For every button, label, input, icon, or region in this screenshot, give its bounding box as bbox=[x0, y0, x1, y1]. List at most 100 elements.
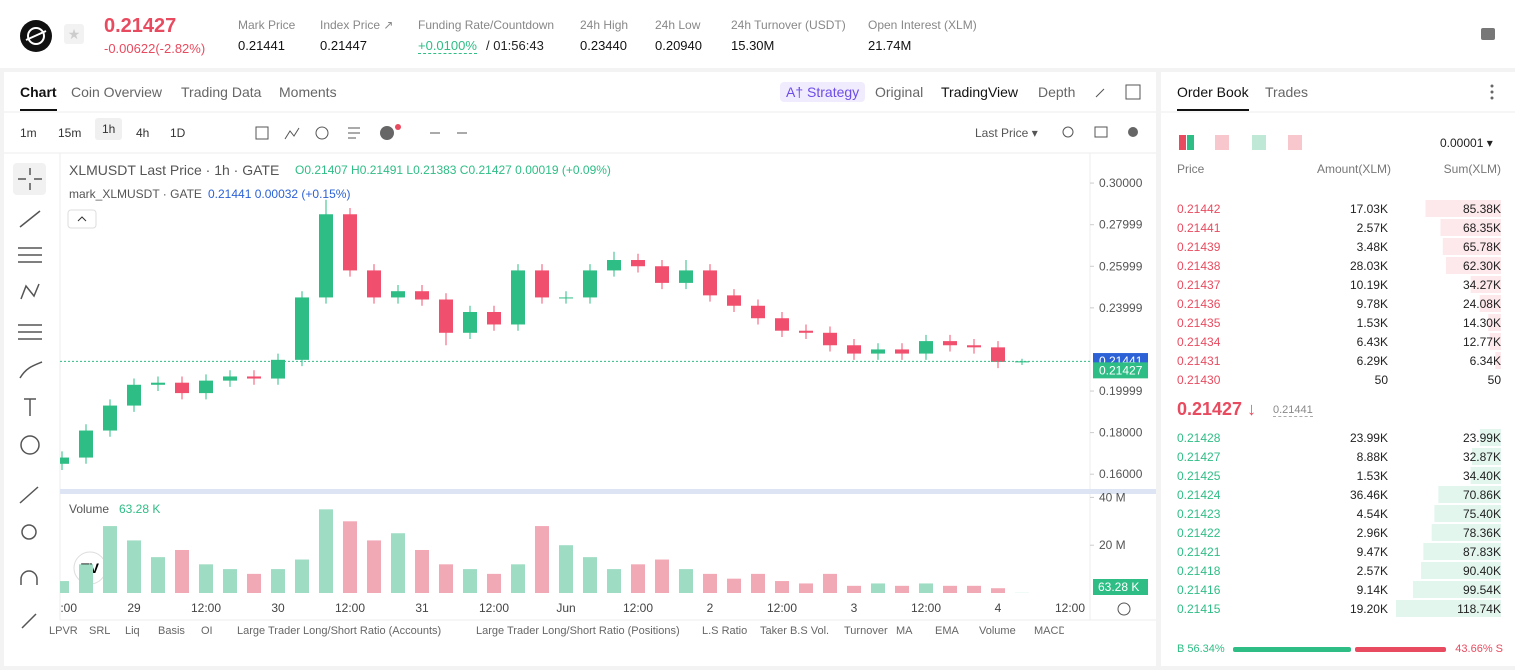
book-price: 0.21422 bbox=[1177, 526, 1221, 540]
col-head: Amount(XLM) bbox=[1316, 162, 1391, 176]
indicator[interactable]: MACD bbox=[1034, 625, 1064, 637]
volume-bar bbox=[391, 533, 405, 593]
buy-ratio-bar bbox=[1233, 647, 1352, 652]
depth-bar bbox=[1489, 333, 1501, 350]
candle-body bbox=[199, 380, 213, 394]
drawing-tools bbox=[13, 163, 46, 629]
volume-label: Volume bbox=[69, 502, 110, 516]
view-tab[interactable]: Depth bbox=[1038, 84, 1076, 100]
book-price: 0.21441 bbox=[1177, 221, 1221, 235]
depth-bar bbox=[1421, 562, 1501, 579]
candle-body bbox=[631, 260, 645, 267]
indicator[interactable]: Taker B.S Vol. bbox=[760, 625, 830, 637]
book-amount: 9.47K bbox=[1356, 545, 1388, 559]
volume-bar bbox=[823, 573, 837, 593]
book-price: 0.21425 bbox=[1177, 469, 1221, 483]
chart-tab[interactable]: Coin Overview bbox=[71, 84, 163, 100]
stat-value: 0.20940 bbox=[655, 38, 702, 53]
x-tick-label: Jun bbox=[556, 601, 575, 615]
x-tick-label: 12:00 bbox=[479, 601, 509, 615]
indicator[interactable]: Large Trader Long/Short Ratio (Accounts) bbox=[237, 625, 442, 637]
volume-bar bbox=[775, 581, 789, 593]
book-sum: 62.30K bbox=[1462, 259, 1501, 273]
favorite[interactable]: ★ bbox=[64, 24, 84, 44]
volume-bar bbox=[919, 583, 933, 593]
stat-extra: / 01:56:43 bbox=[486, 38, 544, 53]
candle-body bbox=[943, 341, 957, 346]
stat-value: 0.21447 bbox=[320, 38, 367, 53]
candle-body bbox=[439, 299, 453, 333]
chart-tab[interactable]: Trading Data bbox=[181, 84, 262, 100]
volume-bar bbox=[295, 559, 309, 593]
candle-body bbox=[463, 311, 477, 333]
indicator[interactable]: OI bbox=[201, 625, 213, 637]
book-amount: 9.78K bbox=[1356, 297, 1388, 311]
chart-tab[interactable]: Chart bbox=[20, 84, 57, 111]
book-amount: 50 bbox=[1374, 373, 1388, 387]
book-amount: 6.43K bbox=[1356, 335, 1388, 349]
book-sum: 78.36K bbox=[1462, 526, 1501, 540]
mid-mark: 0.21441 bbox=[1273, 404, 1313, 417]
book-price: 0.21437 bbox=[1177, 278, 1221, 292]
volume-bar bbox=[943, 585, 957, 593]
book-price: 0.21421 bbox=[1177, 545, 1221, 559]
candle-body bbox=[823, 332, 837, 346]
view-tab[interactable]: TradingView bbox=[941, 84, 1019, 100]
stat-value: 21.74M bbox=[868, 38, 912, 53]
y-tick-label: 0.16000 bbox=[1099, 467, 1143, 481]
candle-body bbox=[727, 295, 741, 306]
last-price-tag-text: 0.21427 bbox=[1099, 363, 1143, 377]
book-sum: 50 bbox=[1487, 373, 1501, 387]
indicator[interactable]: Volume bbox=[979, 625, 1016, 637]
book-sum: 85.38K bbox=[1462, 202, 1501, 216]
view-tab[interactable]: A† Strategy bbox=[780, 82, 866, 102]
depth-bar bbox=[1431, 524, 1501, 541]
indicator[interactable]: EMA bbox=[935, 625, 959, 637]
stat-label: Mark Price bbox=[238, 18, 296, 32]
interval[interactable]: 15m bbox=[58, 126, 82, 140]
interval[interactable]: 1h bbox=[95, 118, 123, 140]
indicator[interactable]: Large Trader Long/Short Ratio (Positions… bbox=[476, 625, 680, 637]
book-price: 0.21431 bbox=[1177, 354, 1221, 368]
volume-bar bbox=[535, 526, 549, 593]
indicator[interactable]: SRL bbox=[89, 625, 111, 637]
price-source[interactable]: Last Price ▾ bbox=[975, 126, 1038, 140]
indicator[interactable]: Liq bbox=[125, 625, 140, 637]
x-tick-label: 30 bbox=[271, 601, 285, 615]
interval[interactable]: 4h bbox=[136, 126, 150, 140]
chart-tab[interactable]: Moments bbox=[279, 84, 337, 100]
collapse-legend[interactable] bbox=[67, 209, 97, 229]
depth-bar bbox=[1438, 486, 1501, 503]
book-price: 0.21439 bbox=[1177, 240, 1221, 254]
volume-bar bbox=[871, 583, 885, 593]
depth-bar bbox=[1434, 505, 1501, 522]
book-tab[interactable]: Order Book bbox=[1177, 84, 1249, 111]
candle-body bbox=[967, 345, 981, 348]
book-price: 0.21418 bbox=[1177, 564, 1221, 578]
y-tick-label: 0.30000 bbox=[1099, 176, 1143, 190]
indicator[interactable]: Turnover bbox=[844, 625, 888, 637]
x-tick-label: 4 bbox=[995, 601, 1002, 615]
volume-bar bbox=[367, 540, 381, 593]
volume-current: 63.28 K bbox=[119, 502, 161, 516]
indicator[interactable]: LPVR bbox=[49, 625, 78, 637]
precision[interactable]: 0.00001 ▾ bbox=[1440, 136, 1493, 150]
stat-value: +0.0100% bbox=[418, 38, 477, 54]
indicator[interactable]: L.S Ratio bbox=[702, 625, 748, 637]
volume-bar bbox=[151, 557, 165, 593]
indicator[interactable]: MA bbox=[896, 625, 913, 637]
book-sum: 70.86K bbox=[1462, 488, 1501, 502]
mid-price: 0.21427 ↓ bbox=[1177, 399, 1257, 419]
legend-mark-values: 0.21441 0.00032 (+0.15%) bbox=[208, 187, 351, 201]
indicator[interactable]: Basis bbox=[158, 625, 185, 637]
layout-icon[interactable] bbox=[1481, 28, 1495, 40]
view-tab[interactable]: Original bbox=[875, 84, 924, 100]
interval[interactable]: 1D bbox=[170, 126, 186, 140]
candle-body bbox=[895, 349, 909, 354]
book-price: 0.21415 bbox=[1177, 602, 1221, 616]
book-tab[interactable]: Trades bbox=[1265, 84, 1309, 100]
interval[interactable]: 1m bbox=[20, 126, 37, 140]
stat-value: 0.21441 bbox=[238, 38, 285, 53]
book-sum: 90.40K bbox=[1462, 564, 1501, 578]
volume-tick-label: 40 M bbox=[1099, 490, 1126, 504]
